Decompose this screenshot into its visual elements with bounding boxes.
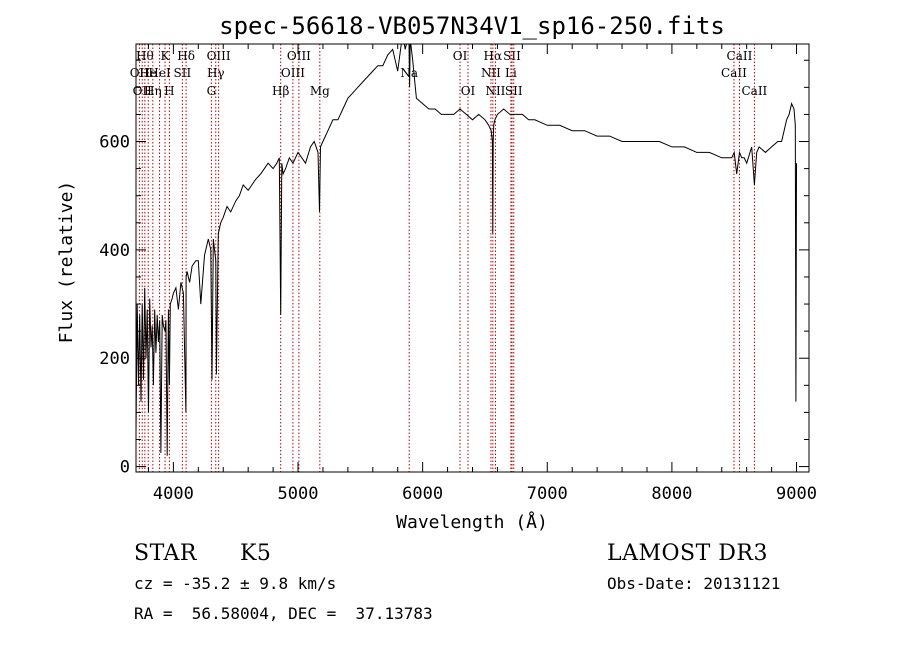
line-label-20: NII	[481, 66, 501, 80]
object-class: STAR	[134, 541, 197, 566]
line-label-9: Hδ	[177, 49, 195, 63]
line-label-4: Hη	[144, 84, 162, 98]
line-label-24: SII	[503, 49, 521, 63]
x-tick-label-3: 7000	[527, 484, 568, 504]
x-axis-label: Wavelength (Å)	[396, 511, 548, 533]
line-label-11: Hγ	[207, 66, 225, 80]
line-label-8: SII	[174, 66, 192, 80]
y-tick-label-3: 600	[99, 133, 130, 153]
line-label-10: G	[207, 84, 217, 98]
line-label-2: Hθ	[136, 49, 154, 63]
line-label-22: NII	[485, 84, 505, 98]
y-tick-label-1: 200	[99, 349, 130, 369]
chart-title: spec-56618-VB057N34V1_sp16-250.fits	[219, 12, 725, 40]
obs-date: Obs-Date: 20131121	[607, 574, 781, 593]
line-label-7: H	[164, 84, 174, 98]
coordinates-text: RA = 56.58004, DEC = 37.13783	[134, 604, 433, 623]
x-tick-label-2: 6000	[402, 484, 443, 504]
object-subclass: K5	[240, 541, 272, 566]
x-tick-label-0: 4000	[153, 484, 194, 504]
spectrum-series	[136, 44, 797, 456]
line-label-16: Mg	[310, 84, 330, 98]
spectrum-line	[136, 44, 797, 456]
line-label-12: OIII	[207, 49, 231, 63]
line-label-13: Hβ	[272, 84, 289, 98]
line-label-14: OIII	[281, 66, 305, 80]
line-label-27: CaII	[727, 49, 753, 63]
line-label-21: Hα	[484, 49, 503, 63]
line-label-19: OI	[461, 84, 476, 98]
line-label-6: K	[161, 49, 171, 63]
y-axis-label: Flux (relative)	[56, 181, 77, 344]
x-tick-label-4: 8000	[651, 484, 692, 504]
x-tick-label-1: 5000	[278, 484, 319, 504]
line-label-23: Li	[505, 66, 517, 80]
line-label-18: OI	[453, 49, 468, 63]
survey-name: LAMOST DR3	[607, 541, 768, 566]
x-tick-label-5: 9000	[776, 484, 817, 504]
y-tick-label-0: 0	[120, 458, 130, 478]
line-markers: OIIOIIHθHeHηHeIKHSIIHδGHγOIIIHβOIIIOIIIM…	[130, 44, 768, 472]
line-label-26: CaII	[721, 66, 747, 80]
line-label-15: OIII	[287, 49, 311, 63]
y-tick-label-2: 400	[99, 241, 130, 261]
line-label-25: SII	[505, 84, 523, 98]
line-label-5: HeI	[148, 66, 171, 80]
line-label-28: CaII	[741, 84, 767, 98]
redshift-text: cz = -35.2 ± 9.8 km/s	[134, 574, 337, 593]
axis-ticks: 4000 5000 6000 7000 8000 9000 0 200 400 600	[99, 44, 817, 504]
plot-frame	[135, 43, 810, 473]
